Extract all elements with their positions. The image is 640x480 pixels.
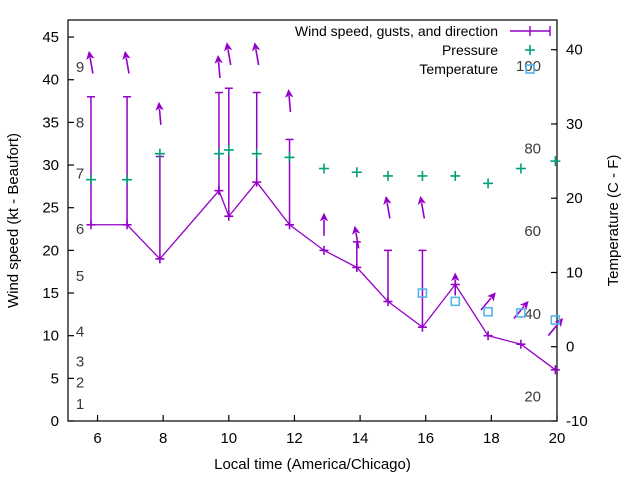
y-axis-tick-label: 30 — [42, 157, 59, 174]
fahrenheit-scale-label: 20 — [524, 388, 541, 405]
legend-label: Temperature — [419, 61, 498, 77]
wind-direction-arrow — [285, 89, 294, 113]
legend-marker-temperature — [525, 64, 535, 74]
y-axis-tick-label: 15 — [42, 285, 59, 302]
wind-direction-arrow — [451, 272, 460, 296]
wind-direction-arrow — [86, 50, 95, 74]
plot-frame — [67, 19, 558, 422]
y-axis-tick-label: 35 — [42, 114, 59, 131]
x-axis-tick-label: 18 — [483, 430, 500, 447]
wind-direction-arrow — [480, 292, 496, 311]
wind-direction-arrow — [383, 195, 392, 219]
y-axis-title: Wind speed (kt - Beaufort) — [5, 133, 22, 308]
y2-axis-tick-label: -10 — [566, 413, 588, 430]
y2-axis-tick-label: 30 — [566, 116, 583, 133]
temperature-point — [450, 296, 461, 307]
wind-direction-arrow — [155, 101, 164, 125]
temperature-point — [516, 308, 526, 318]
beaufort-scale-label: 7 — [76, 166, 84, 183]
y-axis-tick-label: 40 — [42, 72, 59, 89]
wind-direction-arrow — [224, 42, 233, 66]
beaufort-scale-label: 9 — [76, 59, 84, 76]
y2-axis-tick-label: 20 — [566, 190, 583, 207]
x-axis-title: Local time (America/Chicago) — [214, 456, 411, 473]
x-axis-tick-label: 14 — [352, 430, 369, 447]
y-axis-tick-label: 45 — [42, 29, 59, 46]
beaufort-scale-label: 1 — [76, 396, 84, 413]
wind-direction-arrow — [319, 212, 329, 236]
legend-label: Pressure — [442, 42, 498, 58]
temperature-point — [550, 315, 561, 325]
beaufort-scale-label: 2 — [76, 375, 84, 392]
y-axis-tick-label: 20 — [42, 242, 59, 259]
y2-axis-tick-label: 10 — [566, 264, 583, 281]
x-axis-tick-label: 12 — [286, 430, 303, 447]
beaufort-scale-label: 4 — [76, 323, 84, 340]
temperature-point — [417, 288, 428, 298]
x-axis-tick-label: 8 — [159, 430, 167, 447]
fahrenheit-scale-label: 80 — [524, 140, 541, 157]
wind-direction-arrow — [122, 50, 131, 74]
x-axis-tick-label: 10 — [220, 430, 237, 447]
beaufort-scale-label: 5 — [76, 268, 84, 285]
y2-axis-tick-label: 40 — [566, 42, 583, 59]
x-axis-tick-label: 20 — [549, 430, 566, 447]
wind-direction-arrow — [352, 225, 361, 249]
wind-direction-arrow — [417, 195, 426, 219]
y2-axis-title: Temperature (C - F) — [605, 155, 622, 287]
wind-direction-arrow — [251, 42, 261, 66]
fahrenheit-scale-label: 40 — [524, 306, 541, 323]
y-axis-tick-label: 25 — [42, 200, 59, 217]
wind-direction-arrow — [547, 317, 564, 337]
y-axis-tick-label: 5 — [51, 370, 59, 387]
legend-label: Wind speed, gusts, and direction — [295, 23, 498, 39]
beaufort-scale-label: 6 — [76, 221, 84, 238]
wind-direction-arrow — [214, 54, 223, 78]
y2-axis-tick-label: 0 — [566, 339, 574, 356]
beaufort-scale-label: 8 — [76, 114, 84, 131]
y-axis-tick-label: 10 — [42, 328, 59, 345]
beaufort-scale-label: 3 — [76, 353, 84, 370]
x-axis-tick-label: 16 — [417, 430, 434, 447]
x-axis-tick-label: 6 — [93, 430, 101, 447]
fahrenheit-scale-label: 60 — [524, 223, 541, 240]
y-axis-tick-label: 0 — [51, 413, 59, 430]
temperature-point — [483, 306, 493, 317]
